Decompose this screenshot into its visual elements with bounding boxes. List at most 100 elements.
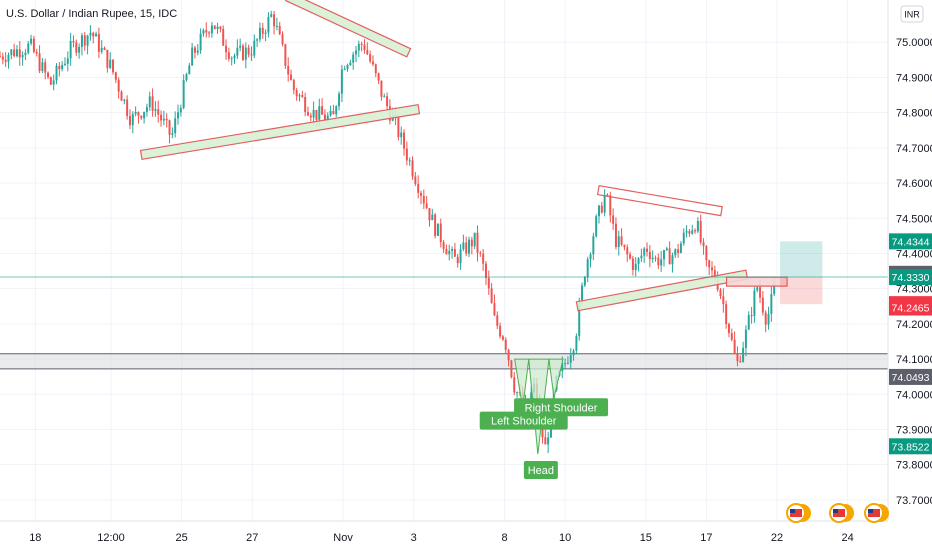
breakout-marker-channel[interactable] [725, 276, 788, 287]
candle-body [694, 230, 697, 232]
candle-body [711, 267, 714, 271]
candle [273, 10, 276, 35]
candle [490, 283, 493, 304]
candle [174, 111, 177, 138]
candle-body [595, 216, 598, 237]
candle-body [462, 242, 465, 250]
candle-body [332, 110, 335, 115]
candle-body [69, 41, 72, 59]
currency-badge[interactable]: INR [900, 5, 924, 23]
candle [323, 109, 326, 121]
candle [13, 43, 16, 58]
event-flag-icon[interactable] [829, 503, 854, 523]
candle-body [363, 44, 366, 50]
pattern-label-text: Head [528, 465, 554, 477]
candle [377, 72, 380, 85]
candle [0, 51, 1, 58]
candle [487, 270, 490, 295]
position-tool[interactable] [0, 241, 888, 305]
candle-body [722, 296, 725, 305]
position-target-zone[interactable] [780, 241, 823, 278]
candle-body [0, 56, 1, 58]
candle-body [120, 91, 123, 101]
candle [679, 241, 682, 254]
candle-body [685, 231, 688, 233]
candle [15, 45, 18, 58]
candle [696, 217, 699, 233]
candle-body [270, 14, 273, 17]
right-resistance-channel[interactable] [596, 184, 723, 217]
upper-left-resistance-channel[interactable] [284, 0, 412, 58]
us-flag-canton [790, 509, 795, 513]
event-flag-icon[interactable] [786, 503, 811, 523]
candle-body [561, 363, 564, 372]
position-stop-zone[interactable] [780, 277, 823, 305]
candle-body [501, 336, 504, 340]
candle-body [253, 40, 256, 56]
candle [114, 71, 117, 83]
candle-body [72, 41, 75, 43]
candle-body [264, 32, 267, 34]
candle-body [275, 25, 278, 27]
candle [18, 41, 21, 66]
candle-body [7, 54, 10, 62]
us-flag-canton [833, 509, 838, 513]
time-axis[interactable]: 18 12:00 25 27 Nov 3 8 10 15 17 22 24 [29, 532, 854, 544]
candle-body [41, 62, 44, 71]
candle [671, 252, 674, 273]
candle [476, 225, 479, 262]
candle-body [284, 44, 287, 66]
candle [677, 243, 680, 258]
candle-body [103, 47, 106, 50]
candle [363, 39, 366, 54]
candle-body [516, 392, 519, 394]
candle [516, 391, 519, 398]
candle-body [21, 55, 24, 58]
right-neckline-channel[interactable] [575, 269, 749, 312]
candle [719, 288, 722, 300]
candle [109, 52, 112, 70]
candle-body [143, 111, 146, 119]
candle [668, 241, 671, 265]
left-neckline-channel[interactable] [139, 103, 421, 161]
pattern-label-box [514, 398, 609, 417]
candle [761, 291, 764, 316]
candle [92, 31, 95, 44]
candle-body [773, 284, 776, 295]
candle [473, 232, 476, 250]
candle [335, 105, 338, 118]
candle [380, 80, 383, 101]
price-tick-label: 74.0000 [896, 389, 932, 401]
candle-body [377, 73, 380, 81]
candle [459, 244, 462, 270]
candle-body [24, 52, 27, 56]
event-flag-icon[interactable] [864, 503, 889, 523]
candle-body [97, 33, 100, 52]
candle [182, 74, 185, 110]
candle-body [52, 80, 55, 85]
candle [148, 91, 151, 111]
candle-body [688, 231, 691, 234]
candle-body [476, 232, 479, 253]
candle [439, 218, 442, 248]
candle-body [637, 258, 640, 264]
candle-body [236, 47, 239, 56]
candle [267, 12, 270, 38]
candle-body [27, 43, 30, 53]
time-tick-label: 12:00 [97, 532, 125, 544]
candle [151, 88, 154, 117]
candle [575, 333, 578, 355]
candle-body [256, 39, 259, 41]
candle-body [756, 287, 759, 291]
candle-body [660, 259, 663, 266]
economic-events[interactable] [786, 503, 889, 523]
candle-body [145, 107, 148, 112]
price-tick-label: 73.8000 [896, 460, 932, 472]
candle [569, 348, 572, 369]
price-axis[interactable]: 75.0000 74.9000 74.8000 74.7000 74.6000 74.50… [896, 37, 932, 507]
candle [730, 328, 733, 342]
candle [27, 40, 30, 55]
candle-body [114, 72, 117, 80]
trendlines[interactable] [139, 0, 788, 312]
